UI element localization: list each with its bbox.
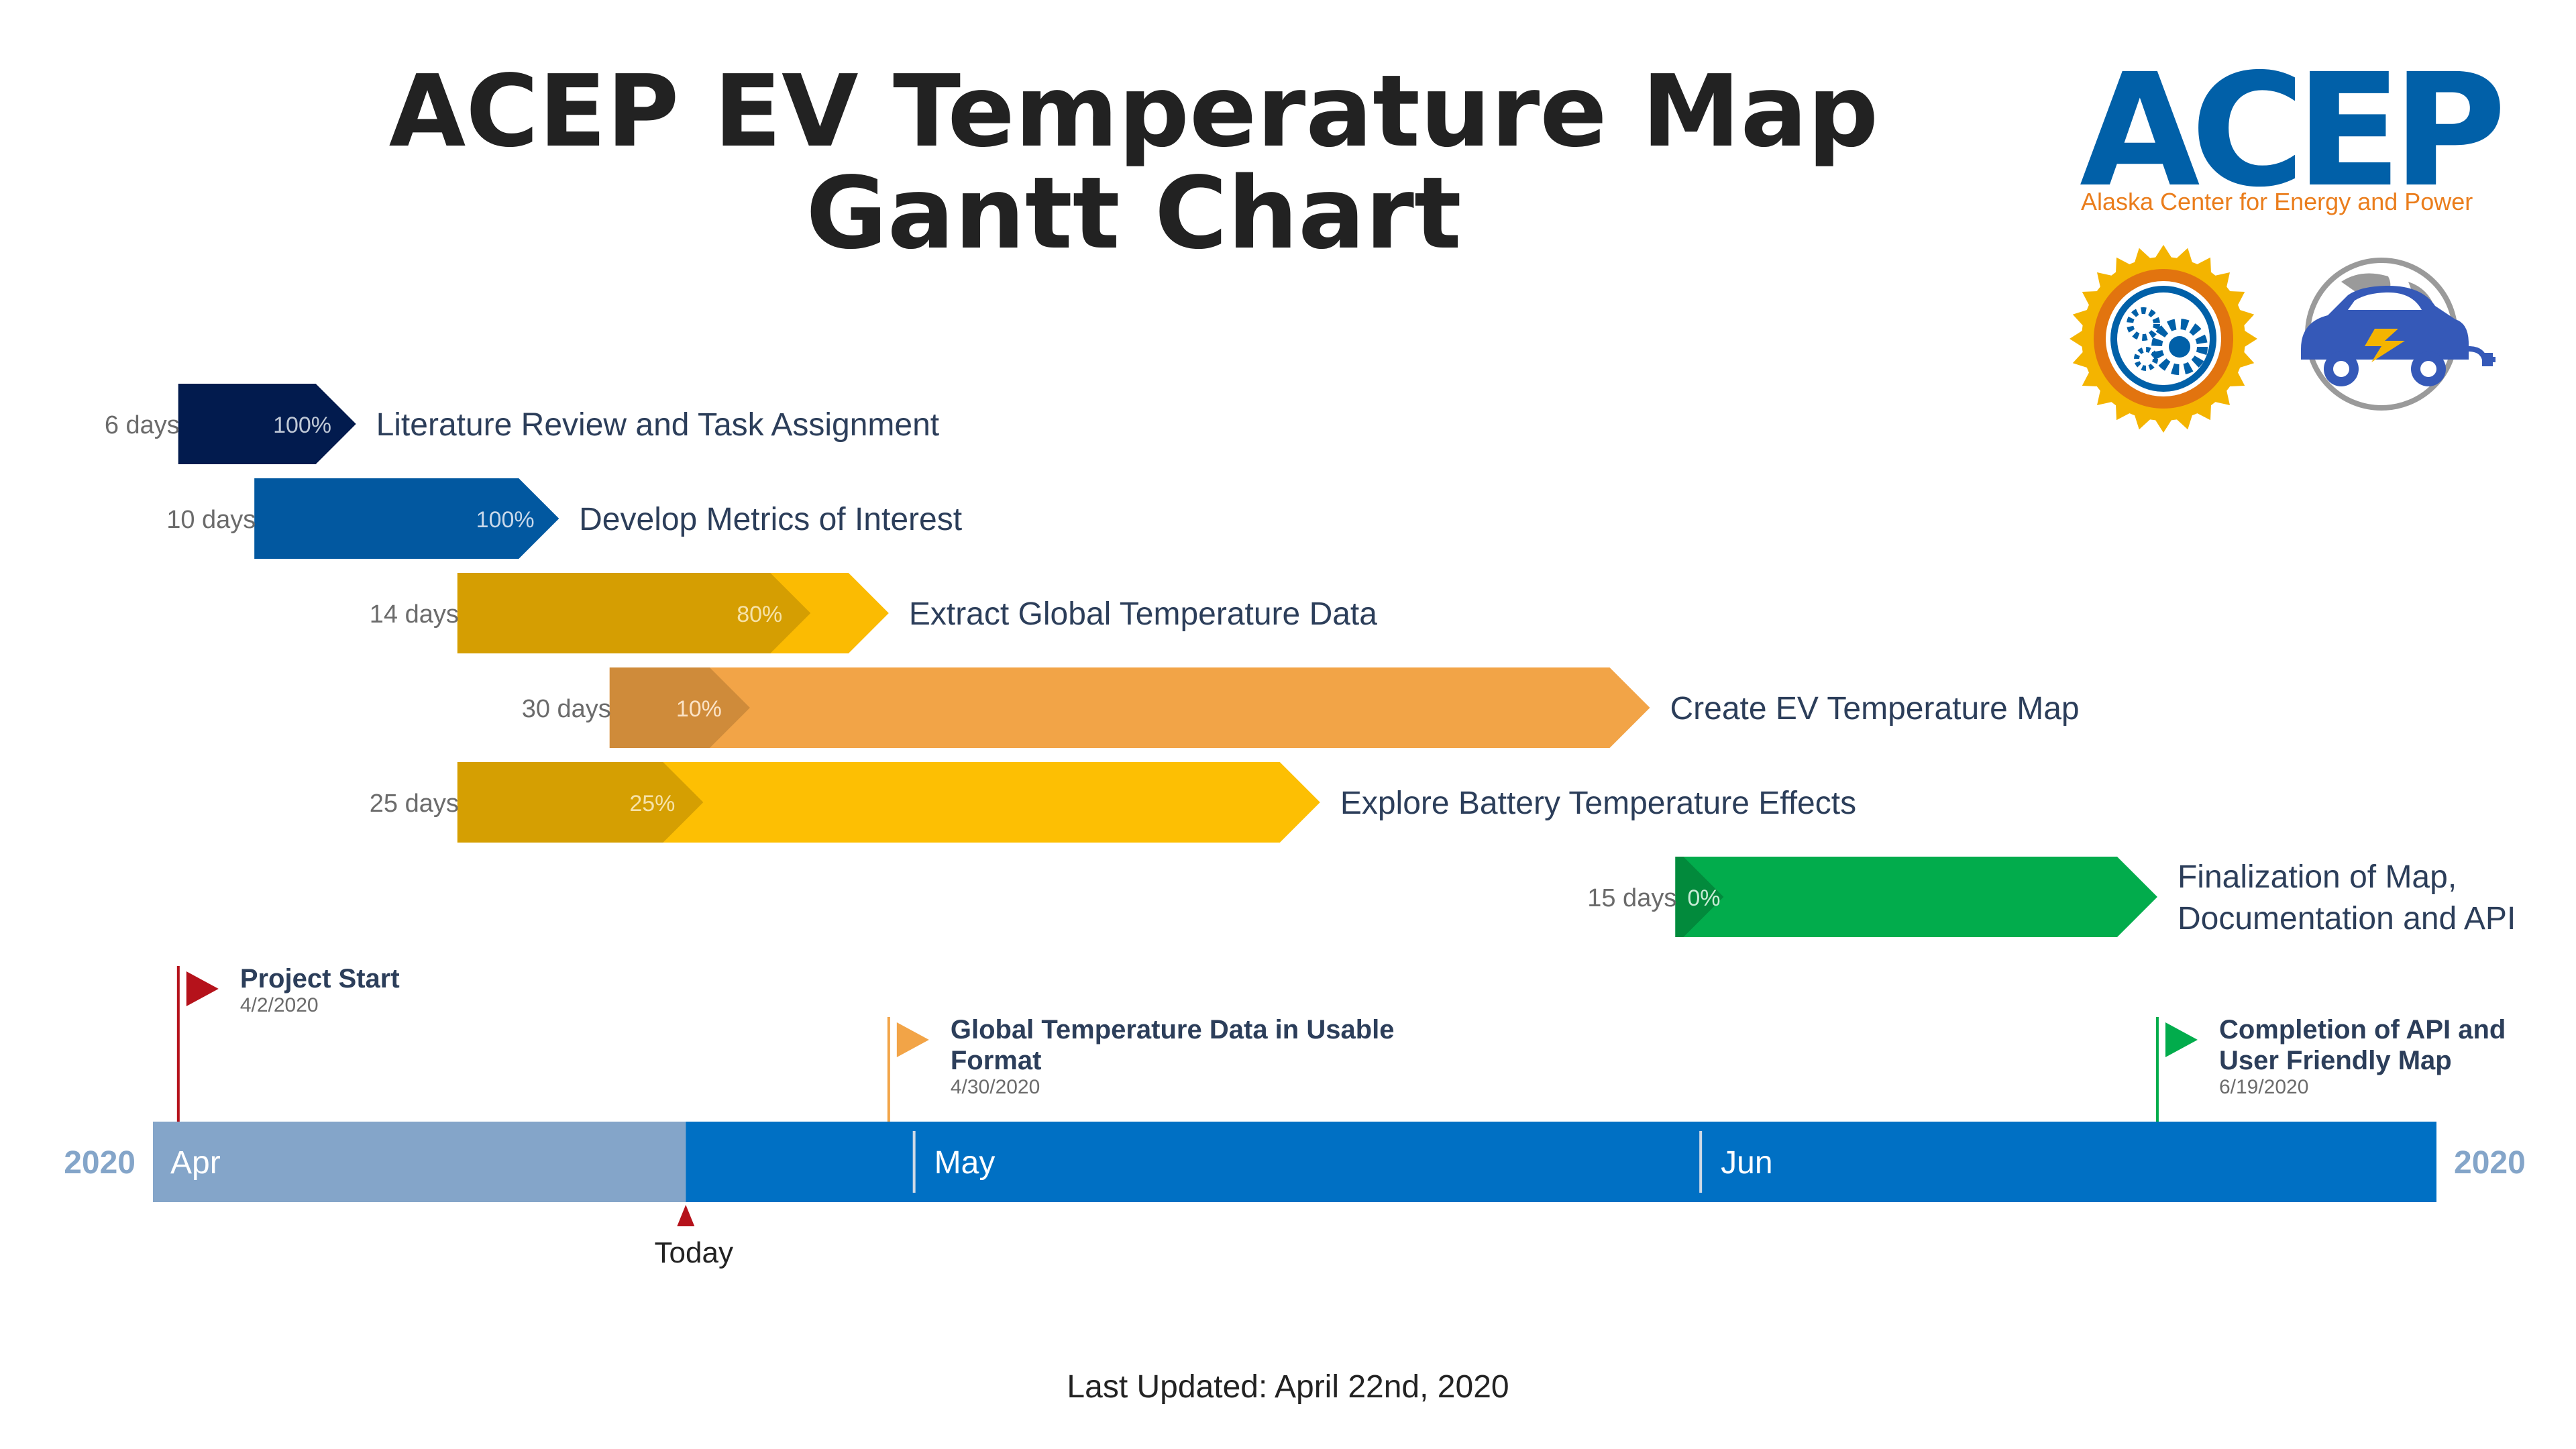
task-name: Develop Metrics of Interest — [579, 502, 962, 537]
task-duration: 30 days — [522, 695, 611, 723]
year-label-left: 2020 — [64, 1145, 136, 1181]
task-duration: 6 days — [105, 411, 180, 439]
task-duration: 10 days — [166, 506, 256, 534]
task-name: Explore Battery Temperature Effects — [1340, 786, 1856, 821]
task-percent: 10% — [676, 696, 722, 722]
milestone-date: 4/2/2020 — [240, 994, 319, 1016]
task-progress — [457, 762, 704, 843]
task-bar — [609, 667, 1650, 748]
task-duration: 15 days — [1587, 884, 1676, 912]
year-label-right: 2020 — [2454, 1145, 2526, 1181]
timeline-past-bar — [153, 1122, 686, 1202]
timeline-layer: 2020 2020 Apr May Jun Today — [64, 1122, 2526, 1269]
month-label: Jun — [1721, 1145, 1772, 1181]
task-duration: 14 days — [370, 600, 459, 629]
electric-car-globe-icon — [2301, 258, 2496, 411]
chart-title-line-1: ACEP EV Temperature Map — [388, 54, 1879, 169]
chart-title: ACEP EV Temperature Map Gantt Chart — [0, 60, 2267, 264]
task-progress — [1675, 857, 1724, 937]
timeline-future-bar — [686, 1122, 2437, 1202]
milestone-title: Format — [951, 1046, 1042, 1075]
today-label: Today — [655, 1236, 733, 1269]
milestone-title: Project Start — [240, 964, 400, 994]
task-name: Extract Global Temperature Data — [909, 596, 1377, 632]
chart-title-line-2: Gantt Chart — [806, 156, 1462, 271]
task-percent: 80% — [737, 602, 782, 627]
task-percent: 0% — [1687, 885, 1720, 911]
month-label: Apr — [170, 1145, 221, 1181]
task-progress — [457, 573, 811, 653]
gear-sun-icon — [2070, 245, 2257, 433]
task-name: Literature Review and Task Assignment — [376, 407, 940, 443]
month-label: May — [934, 1145, 996, 1181]
task-name: Finalization of Map, — [2178, 859, 2457, 895]
milestone-flag — [186, 971, 219, 1006]
task-duration: 25 days — [370, 790, 459, 818]
milestone-date: 4/30/2020 — [951, 1076, 1040, 1098]
logo-wordmark: ACEP — [2080, 40, 2506, 221]
task-name: Documentation and API — [2178, 901, 2516, 936]
task-percent: 100% — [476, 507, 535, 533]
milestone-flag — [2165, 1022, 2198, 1057]
today-marker — [677, 1205, 695, 1226]
task-percent: 25% — [629, 791, 675, 816]
milestone-title: User Friendly Map — [2219, 1046, 2452, 1075]
milestone-flag — [896, 1022, 929, 1057]
task-bar — [1675, 857, 2157, 937]
milestone-title: Completion of API and — [2219, 1015, 2506, 1044]
task-progress — [609, 667, 750, 748]
tasks-layer: 100% 6 days Literature Review and Task Ass… — [105, 384, 2516, 937]
last-updated: Last Updated: April 22nd, 2020 — [1067, 1369, 1509, 1405]
task-progress — [178, 384, 356, 464]
acep-logo: ACEP Alaska Center for Energy and Power — [2066, 40, 2549, 433]
task-name: Create EV Temperature Map — [1670, 691, 2080, 727]
milestone-date: 6/19/2020 — [2219, 1076, 2308, 1098]
task-percent: 100% — [273, 413, 331, 438]
task-progress — [254, 478, 559, 559]
logo-tagline: Alaska Center for Energy and Power — [2081, 188, 2473, 215]
milestone-title: Global Temperature Data in Usable — [951, 1015, 1395, 1044]
